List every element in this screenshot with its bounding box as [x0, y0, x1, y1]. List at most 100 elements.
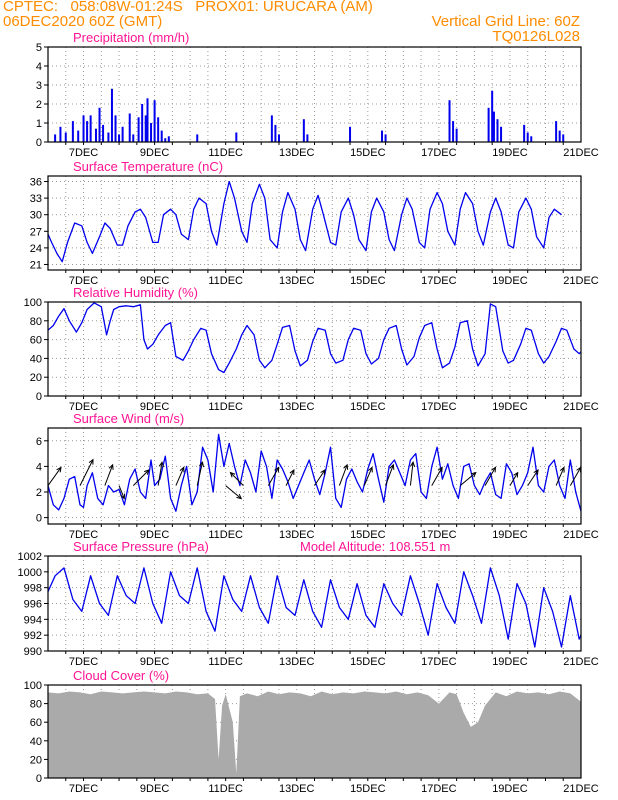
wind-vector: [285, 469, 295, 486]
pressure-xtick-label: 19DEC: [492, 656, 528, 668]
wind-vector-head: [158, 461, 164, 468]
precipitation-xtick-label: 15DEC: [350, 147, 386, 159]
precipitation-bar: [455, 128, 458, 142]
wind-vector: [459, 472, 477, 486]
pressure-ytick-label: 994: [24, 614, 42, 626]
wind-vector: [196, 462, 203, 486]
precipitation-bar: [141, 104, 144, 142]
wind-xtick-label: 11DEC: [208, 529, 243, 541]
precipitation-bar: [452, 121, 455, 142]
pressure-xtick-label: 15DEC: [350, 656, 386, 668]
precipitation-xtick-label: 21DEC: [563, 147, 599, 159]
precipitation-bar: [102, 124, 105, 142]
humidity-xtick-label: 13DEC: [279, 401, 315, 413]
precipitation-bar: [107, 132, 110, 142]
precipitation-bar: [146, 98, 149, 142]
precipitation-bar: [54, 134, 57, 142]
panel-pressure: 990 992 994 996 998 1000 1002 7DEC 9DEC 11DEC 13DE…: [18, 539, 599, 668]
header-station: CPTEC: 058:08W-01:24S PROX01: URUCARA (A…: [3, 0, 373, 15]
temperature-xtick-label: 21DEC: [563, 275, 599, 287]
wind-vector: [509, 472, 519, 486]
pressure-xtick-label: 13DEC: [279, 656, 315, 668]
pressure-xtick-label: 9DEC: [140, 656, 169, 668]
humidity-ytick-label: 100: [24, 297, 42, 309]
precipitation-bar: [144, 115, 147, 142]
wind-vector: [431, 467, 443, 486]
wind-vector-head: [559, 466, 565, 473]
panel-humidity: 0 20 40 60 80 100 7DEC 9DEC 11DEC 13DEC 15DEC 17DEC…: [24, 285, 599, 413]
precipitation-bar: [558, 130, 561, 142]
temperature-xtick-label: 7DEC: [69, 275, 98, 287]
precipitation-ytick-label: 5: [36, 42, 42, 54]
panel-wind: 0 2 4 6 7DEC 9DEC 11DEC 13DEC 15DEC 17DEC 19DEC 21D…: [36, 411, 599, 541]
temperature-ytick-label: 24: [30, 243, 42, 255]
humidity-title: Relative Humidity (%): [73, 285, 198, 300]
temperature-xtick-label: 15DEC: [350, 275, 386, 287]
humidity-ytick-label: 80: [30, 316, 42, 328]
pressure-ytick-label: 996: [24, 599, 42, 611]
wind-vector-head: [108, 463, 114, 470]
wind-vector: [79, 459, 94, 486]
temperature-ytick-label: 30: [30, 210, 42, 222]
wind-vector: [230, 472, 244, 486]
wind-vector: [104, 464, 114, 486]
wind-vector: [338, 464, 348, 486]
wind-vector-head: [274, 466, 280, 473]
precipitation-bar: [121, 126, 124, 142]
precipitation-xtick-label: 9DEC: [140, 147, 169, 159]
precipitation-bar: [530, 136, 533, 142]
precipitation-bar: [128, 113, 131, 142]
precipitation-xtick-label: 7DEC: [69, 147, 98, 159]
wind-ytick-label: 2: [36, 487, 42, 499]
panel-precipitation: 0 1 2 3 4 5 7DEC 9DEC 11DEC 13DEC 15DEC 17DEC 19DEC 2…: [36, 30, 599, 159]
wind-vector: [555, 467, 565, 486]
precipitation-bar: [448, 100, 451, 142]
wind-vector: [118, 485, 125, 499]
precipitation-bar: [150, 123, 153, 142]
header-grid-note: Vertical Grid Line: 60Z: [431, 13, 580, 30]
humidity-xtick-label: 19DEC: [492, 401, 528, 413]
header-date: 06DEC2020 60Z (GMT): [3, 13, 163, 30]
pressure-series-line: [47, 567, 582, 648]
cloud-cover-xtick-label: 9DEC: [140, 783, 169, 795]
cloud-cover-xtick-label: 7DEC: [69, 783, 98, 795]
temperature-ytick-label: 27: [30, 226, 42, 238]
wind-series-line: [47, 433, 582, 512]
wind-vector-head: [491, 466, 497, 473]
temperature-series-line: [47, 180, 562, 263]
humidity-xtick-label: 15DEC: [350, 401, 386, 413]
precipitation-bar: [59, 126, 62, 142]
precipitation-bar: [71, 121, 74, 142]
pressure-xtick-label: 7DEC: [69, 656, 98, 668]
humidity-xtick-label: 9DEC: [140, 401, 169, 413]
precipitation-bar: [82, 115, 85, 142]
precipitation-bar: [500, 126, 503, 142]
precipitation-bar: [562, 134, 565, 142]
precipitation-ytick-label: 0: [36, 137, 42, 149]
wind-vector: [175, 467, 185, 486]
wind-vector-head: [120, 493, 126, 500]
temperature-ytick-label: 21: [30, 259, 42, 271]
humidity-ytick-label: 20: [30, 372, 42, 384]
precipitation-bar: [153, 100, 156, 142]
precipitation-bar: [384, 134, 387, 142]
precipitation-bar: [302, 119, 305, 142]
wind-vector: [363, 467, 373, 486]
precipitation-bar: [160, 130, 163, 142]
cloud-cover-ytick-label: 0: [36, 773, 42, 785]
wind-title: Surface Wind (m/s): [73, 411, 184, 426]
precipitation-bar: [555, 121, 558, 142]
temperature-title: Surface Temperature (nC): [73, 159, 223, 174]
wind-vector: [484, 467, 496, 486]
wind-vector-head: [320, 469, 326, 476]
wind-vector: [157, 462, 163, 486]
panel-temperature: 21 24 27 30 33 36 7DEC 9DEC 11DEC 13DEC 15DEC 17DEC…: [30, 159, 599, 287]
wind-vector: [132, 469, 150, 486]
wind-vector-head: [389, 463, 395, 470]
wind-vector: [569, 467, 582, 486]
pressure-ytick-label: 1000: [18, 567, 42, 579]
cloud-cover-xtick-label: 11DEC: [208, 783, 243, 795]
wind-xtick-label: 7DEC: [69, 529, 98, 541]
wind-xtick-label: 19DEC: [492, 529, 528, 541]
precipitation-bar: [492, 111, 495, 142]
